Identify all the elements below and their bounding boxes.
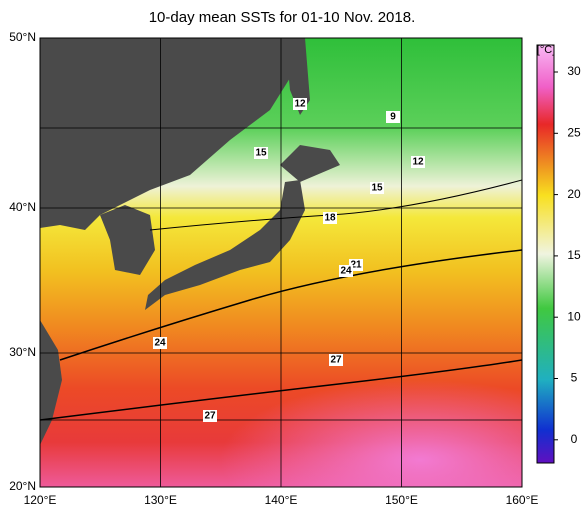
colorbar-label: 0 <box>571 432 578 446</box>
contour-label: 9 <box>390 112 396 123</box>
contour-label: 18 <box>324 213 336 224</box>
contour-label-box <box>386 111 400 123</box>
title: 10-day mean SSTs for 01-10 Nov. 2018. <box>149 9 416 26</box>
lon-label: 150°E <box>385 493 418 507</box>
colorbar-label: 10 <box>567 309 581 323</box>
lat-label: 40°N <box>9 200 36 214</box>
contour-label: 24 <box>340 266 352 277</box>
contour-label-box <box>370 182 384 194</box>
contour-label-box <box>254 147 268 159</box>
lon-label: 130°E <box>144 493 177 507</box>
contour-label: 12 <box>412 157 424 168</box>
map-area <box>40 38 522 487</box>
contour-label-box <box>293 98 307 110</box>
lon-label: 140°E <box>265 493 298 507</box>
contour-label: 27 <box>330 355 342 366</box>
colorbar-label: 30 <box>567 64 581 78</box>
lat-label: 20°N <box>9 479 36 493</box>
contour-label-box <box>411 156 425 168</box>
colorbar-label: 25 <box>567 125 581 139</box>
colorbar-label: 5 <box>571 371 578 385</box>
contour-label-box <box>323 212 337 224</box>
lon-label: 120°E <box>24 493 57 507</box>
contour-label-box <box>203 410 217 422</box>
contour-label: 24 <box>154 338 166 349</box>
contour-label-box <box>153 337 167 349</box>
colorbar <box>536 44 555 464</box>
lat-label: 30°N <box>9 345 36 359</box>
colorbar-unit: [°C] <box>537 44 555 56</box>
lon-label: 160°E <box>506 493 539 507</box>
colorbar-label: 15 <box>567 248 581 262</box>
contour-label: 15 <box>255 148 267 159</box>
lat-label: 50°N <box>9 30 36 44</box>
contour-label: 12 <box>294 99 306 110</box>
map-frame <box>39 37 523 488</box>
contour-label: 21 <box>350 260 362 271</box>
graticule <box>40 38 522 487</box>
colorbar-label: 20 <box>567 187 581 201</box>
contour-label-box <box>329 354 343 366</box>
contour-label: 15 <box>371 183 383 194</box>
contour-label-box <box>339 265 353 277</box>
contour-label: 27 <box>204 411 216 422</box>
